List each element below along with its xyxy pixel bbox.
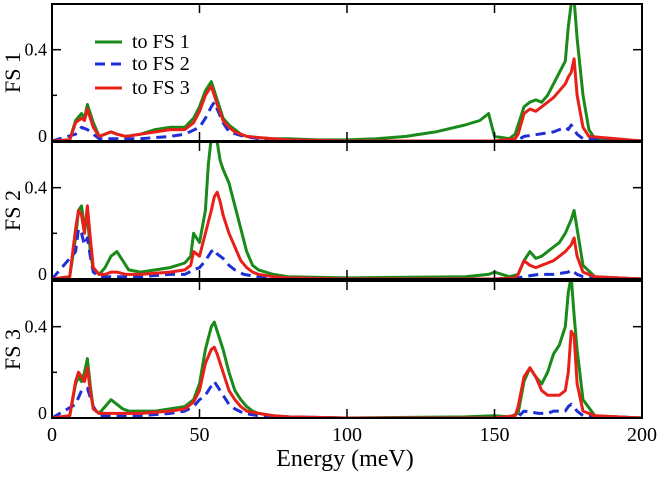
panel-1-ytick-label-0: 0 — [38, 126, 47, 146]
panel-3-series — [52, 281, 642, 418]
xtick-label-4: 200 — [627, 424, 657, 446]
legend-label-3: to FS 3 — [132, 77, 190, 99]
panel-3-line-1 — [52, 281, 642, 418]
panel-2-frame — [51, 141, 643, 280]
panel-1-series — [52, 4, 642, 141]
panel-2-line-3 — [52, 190, 642, 279]
panel-2-line-1 — [52, 142, 642, 279]
panel-2-ylabel: FS 2 — [0, 190, 25, 231]
legend-label-2: to FS 2 — [132, 53, 190, 75]
panel-2-series — [52, 142, 642, 279]
xtick-label-0: 0 — [47, 424, 57, 446]
xtick-label-3: 150 — [480, 424, 510, 446]
x-axis-label: Energy (meV) — [276, 446, 414, 472]
panel-2-ytick-label-0: 0 — [38, 264, 47, 284]
xtick-label-1: 50 — [190, 424, 210, 446]
legend: to FS 1to FS 2to FS 3 — [95, 31, 190, 99]
panel-1-line-3 — [52, 57, 642, 141]
panel-3-ylabel: FS 3 — [0, 329, 25, 370]
panel-3-line-2 — [52, 380, 642, 418]
panel-3-line-3 — [52, 329, 642, 418]
panel-3-ytick-label-0: 0 — [38, 403, 47, 423]
xtick-label-2: 100 — [332, 424, 362, 446]
panel-1-ylabel: FS 1 — [0, 52, 25, 93]
panel-2-ytick-label-1: 0.4 — [25, 178, 48, 198]
panel-3-frame — [51, 280, 643, 419]
legend-label-1: to FS 1 — [132, 31, 190, 53]
panel-1-ytick-label-1: 0.4 — [25, 40, 48, 60]
panel-3-ytick-label-1: 0.4 — [25, 317, 48, 337]
panel-2-line-2 — [52, 227, 642, 279]
